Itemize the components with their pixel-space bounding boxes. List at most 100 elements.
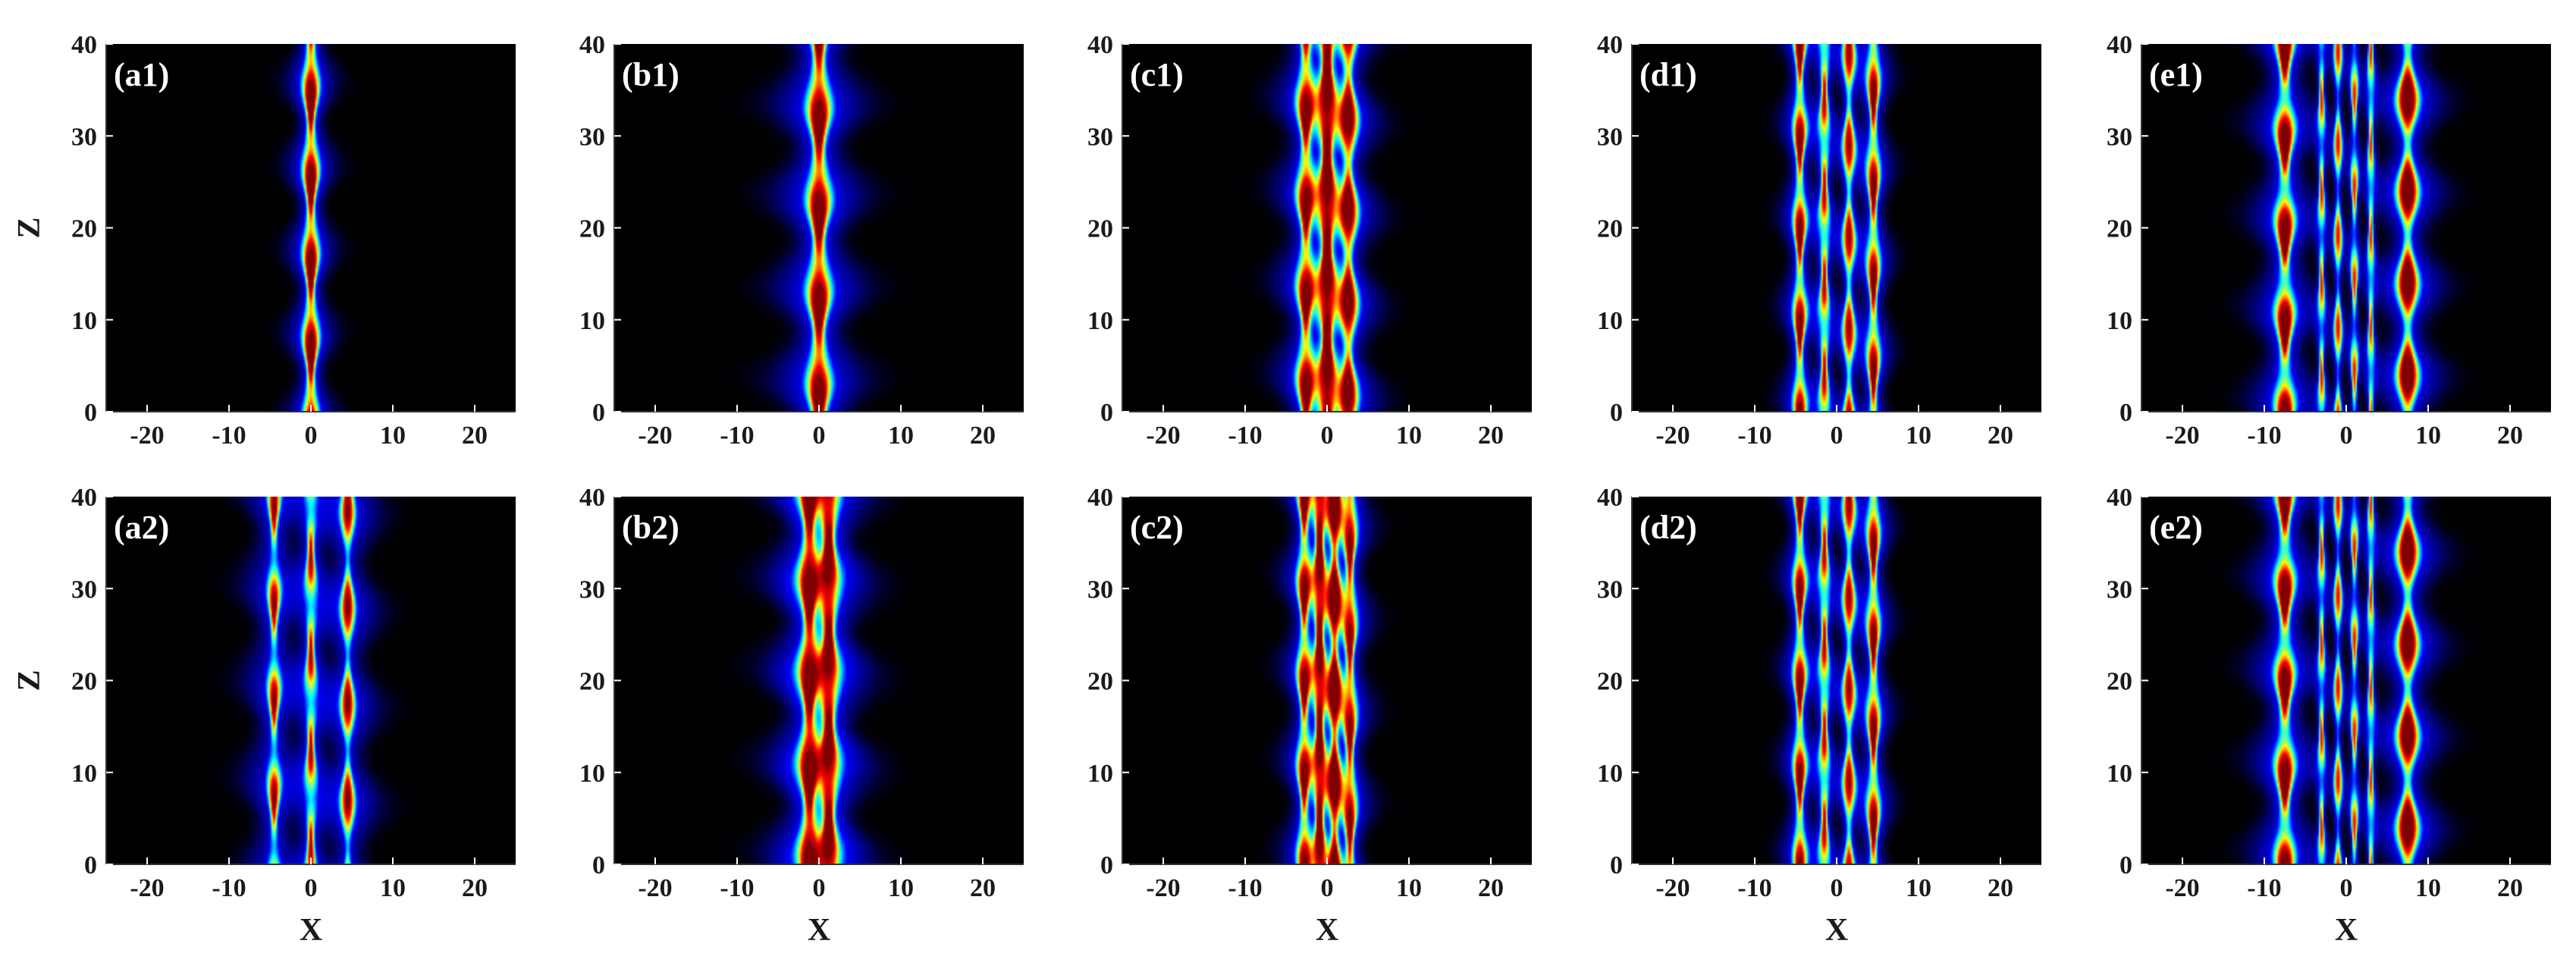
y-tick-label: 0 <box>1100 851 1113 880</box>
y-tick-label: 20 <box>2107 668 2132 696</box>
y-tick-label: 40 <box>1597 31 1623 59</box>
y-tick-label: 40 <box>2107 31 2132 59</box>
y-tick-label: 10 <box>71 307 97 335</box>
x-tick-label: -20 <box>130 874 164 902</box>
y-tick-label: 0 <box>1610 399 1623 427</box>
x-tick-label: -20 <box>1655 422 1690 450</box>
y-tick-label: 40 <box>71 31 97 59</box>
y-tick-label: 30 <box>1597 123 1623 151</box>
y-tick-label: 30 <box>71 123 97 151</box>
x-axis-title: X <box>808 913 830 948</box>
y-tick-label: 10 <box>71 760 97 788</box>
y-tick-label: 20 <box>579 668 605 696</box>
x-tick-label: -10 <box>720 874 754 902</box>
x-tick-label: 0 <box>813 874 826 902</box>
y-tick-label: 20 <box>1597 668 1623 696</box>
y-tick-label: 20 <box>1087 215 1113 243</box>
x-tick-label: -20 <box>1146 422 1180 450</box>
y-tick-label: 30 <box>1597 575 1623 604</box>
y-tick-label: 20 <box>579 215 605 243</box>
y-tick-label: 10 <box>1597 760 1623 788</box>
y-tick-label: 20 <box>71 215 97 243</box>
x-tick-label: 10 <box>380 422 406 450</box>
y-tick-label: 0 <box>84 399 97 427</box>
panel-label-e1: (e1) <box>2149 56 2203 93</box>
x-tick-label: 0 <box>1321 874 1334 902</box>
y-tick-label: 40 <box>1087 31 1113 59</box>
x-axis-title: X <box>1316 913 1338 948</box>
y-tick-label: 40 <box>579 484 605 512</box>
y-tick-label: 40 <box>2107 484 2132 512</box>
x-tick-label: 10 <box>2415 874 2441 902</box>
x-tick-label: -20 <box>2165 874 2199 902</box>
heatmap-a2 <box>106 497 516 864</box>
y-tick-label: 20 <box>71 668 97 696</box>
y-tick-label: 10 <box>579 307 605 335</box>
x-axis-title: X <box>2335 913 2358 948</box>
heatmap-e2 <box>2141 497 2551 864</box>
y-tick-label: 40 <box>1597 484 1623 512</box>
panel-label-b1: (b1) <box>622 56 679 93</box>
x-tick-label: 10 <box>1906 422 1931 450</box>
y-tick-label: 20 <box>1087 668 1113 696</box>
x-axis-title: X <box>300 913 322 948</box>
y-tick-label: 0 <box>592 399 605 427</box>
x-tick-label: 0 <box>2340 422 2353 450</box>
x-tick-label: 20 <box>462 422 488 450</box>
y-tick-label: 30 <box>2107 575 2132 604</box>
x-tick-label: 10 <box>1906 874 1931 902</box>
x-tick-label: -10 <box>1737 422 1771 450</box>
panel-label-d2: (d2) <box>1639 509 1697 546</box>
y-tick-label: 10 <box>1087 307 1113 335</box>
x-tick-label: -20 <box>1146 874 1180 902</box>
y-tick-label: 10 <box>2107 760 2132 788</box>
x-tick-label: -10 <box>212 874 246 902</box>
y-tick-label: 40 <box>1087 484 1113 512</box>
y-axis-title: Z <box>12 217 47 238</box>
y-tick-label: 10 <box>579 760 605 788</box>
y-tick-label: 30 <box>1087 575 1113 604</box>
x-tick-label: -20 <box>1655 874 1690 902</box>
panel-label-b2: (b2) <box>622 509 679 546</box>
x-tick-label: 0 <box>305 422 318 450</box>
y-tick-label: 10 <box>1087 760 1113 788</box>
y-tick-label: 0 <box>1100 399 1113 427</box>
x-tick-label: 0 <box>813 422 826 450</box>
panel-label-e2: (e2) <box>2149 509 2203 546</box>
y-tick-label: 40 <box>71 484 97 512</box>
panel-c2: -20 -10 0 10 20 0 10 20 30 40 (c2) X <box>1087 484 1532 948</box>
panel-label-d1: (d1) <box>1639 56 1697 93</box>
y-axis-title: Z <box>12 669 47 691</box>
x-tick-label: 10 <box>2415 422 2441 450</box>
x-tick-label: 10 <box>888 422 914 450</box>
y-tick-label: 0 <box>2119 851 2132 880</box>
y-tick-label: 30 <box>71 575 97 604</box>
heatmap-e1 <box>2141 44 2551 412</box>
x-tick-label: 20 <box>1478 422 1504 450</box>
heatmap-d1 <box>1632 44 2041 412</box>
x-tick-label: 20 <box>2497 422 2523 450</box>
x-tick-label: 0 <box>1831 874 1843 902</box>
heatmap-b2 <box>614 497 1024 864</box>
heatmap-d2 <box>1632 497 2041 864</box>
y-tick-label: 30 <box>579 123 605 151</box>
y-tick-label: 20 <box>2107 215 2132 243</box>
heatmap-b1 <box>614 44 1024 412</box>
x-tick-label: 0 <box>2340 874 2353 902</box>
x-tick-label: -20 <box>2165 422 2199 450</box>
x-tick-label: -10 <box>1228 422 1262 450</box>
x-tick-label: -10 <box>720 422 754 450</box>
heatmap-c2 <box>1122 497 1532 864</box>
y-tick-label: 0 <box>1610 851 1623 880</box>
panel-e2: -20 -10 0 10 20 0 10 20 30 40 (e2) X <box>2107 484 2551 948</box>
panel-b1: -20 -10 0 10 20 0 10 20 30 40 (b1) <box>579 31 1024 450</box>
x-tick-label: -10 <box>2247 422 2281 450</box>
x-tick-label: -10 <box>1737 874 1771 902</box>
panel-d1: -20 -10 0 10 20 0 10 20 30 40 (d1) <box>1597 31 2041 450</box>
x-tick-label: 20 <box>970 422 996 450</box>
x-tick-label: -10 <box>1228 874 1262 902</box>
panel-e1: -20 -10 0 10 20 0 10 20 30 40 (e1) <box>2107 31 2551 450</box>
y-tick-label: 30 <box>579 575 605 604</box>
y-tick-label: 10 <box>2107 307 2132 335</box>
